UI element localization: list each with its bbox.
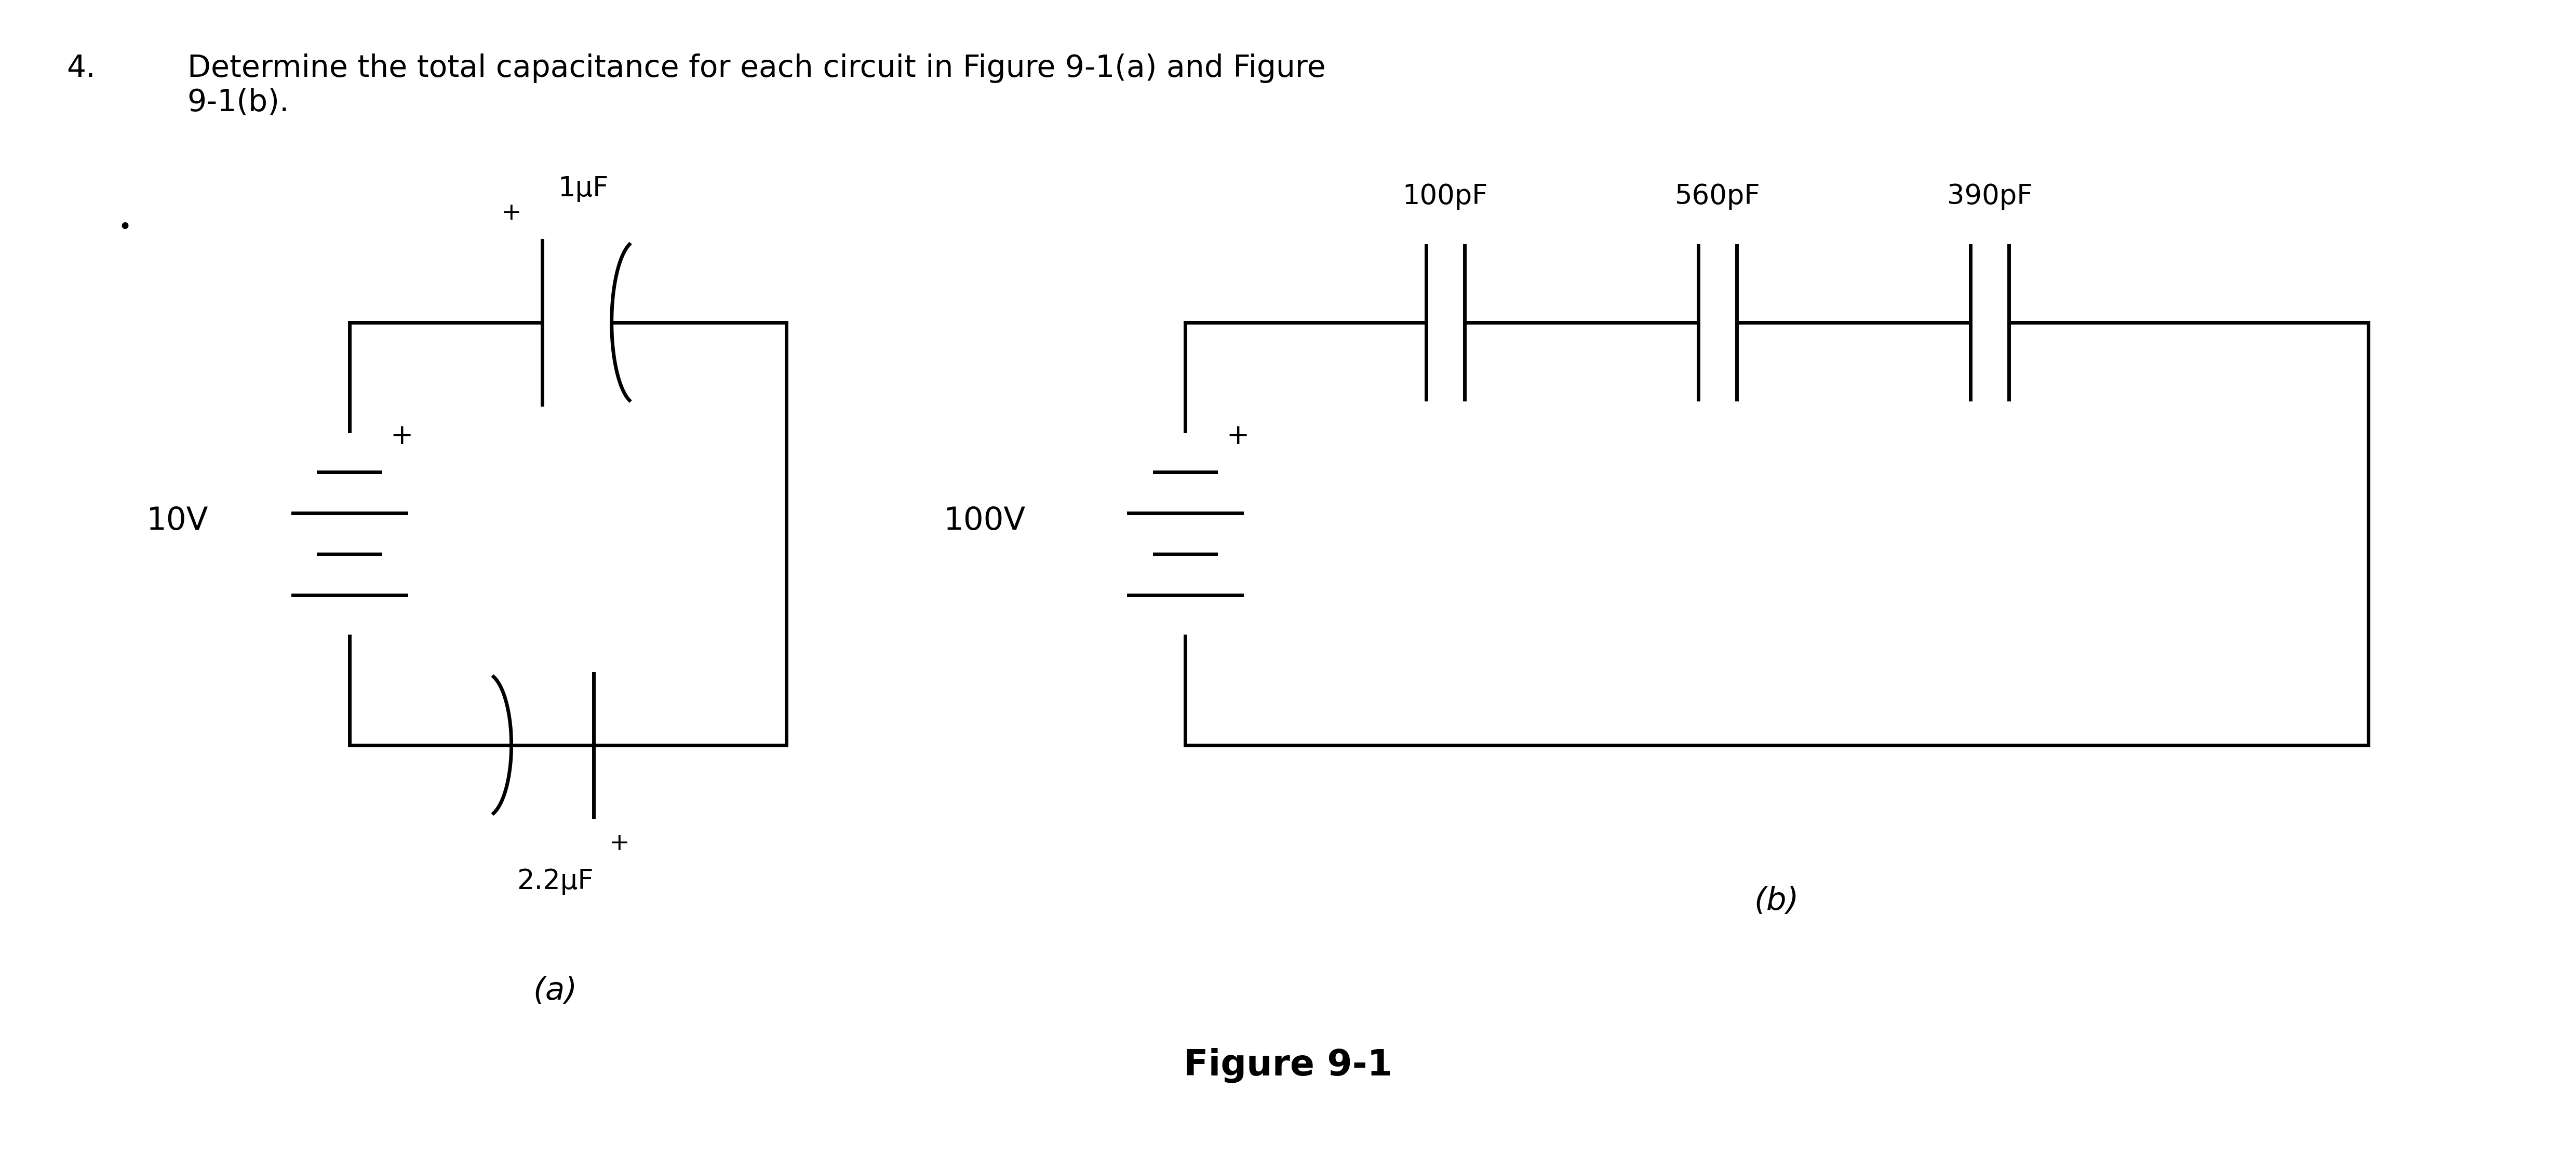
- Text: +: +: [392, 422, 415, 450]
- Text: 560pF: 560pF: [1674, 183, 1759, 209]
- Text: 4.: 4.: [67, 53, 95, 83]
- Text: +: +: [502, 201, 523, 224]
- Text: 1μF: 1μF: [559, 175, 608, 202]
- Text: (a): (a): [533, 975, 577, 1007]
- Text: 10V: 10V: [147, 506, 209, 536]
- Text: +: +: [1226, 422, 1249, 450]
- Text: 100pF: 100pF: [1404, 183, 1489, 209]
- Text: •: •: [118, 216, 131, 238]
- Text: 390pF: 390pF: [1947, 183, 2032, 209]
- Text: (b): (b): [1754, 886, 1798, 916]
- Text: Determine the total capacitance for each circuit in Figure 9-1(a) and Figure
9-1: Determine the total capacitance for each…: [188, 53, 1327, 117]
- Text: +: +: [608, 832, 629, 855]
- Text: 2.2μF: 2.2μF: [518, 868, 592, 896]
- Text: Figure 9-1: Figure 9-1: [1185, 1047, 1391, 1083]
- Text: 100V: 100V: [943, 506, 1025, 536]
